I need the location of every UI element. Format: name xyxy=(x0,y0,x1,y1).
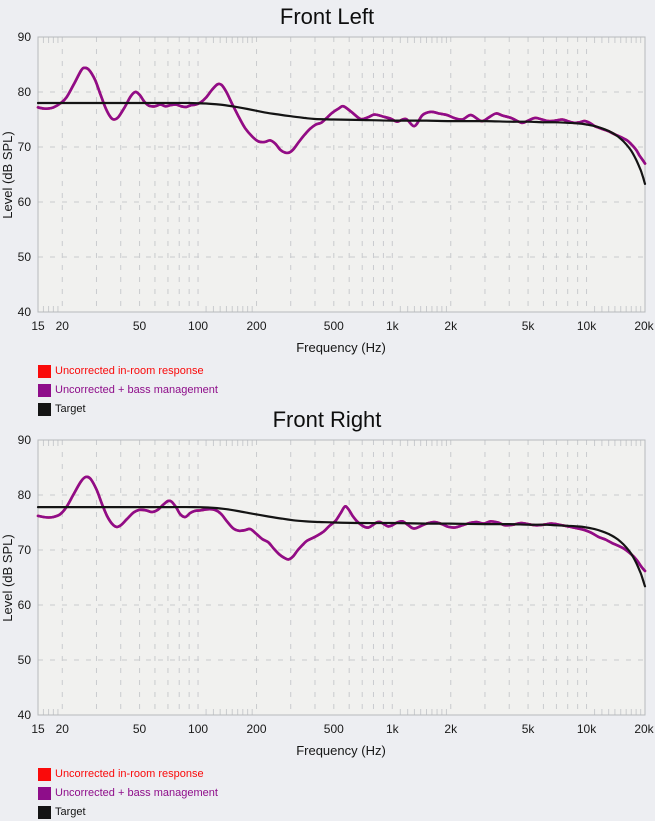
x-tick-label: 100 xyxy=(188,319,208,333)
y-tick-label: 90 xyxy=(18,433,32,447)
x-axis-label: Frequency (Hz) xyxy=(296,340,386,355)
y-tick-label: 80 xyxy=(18,488,32,502)
series-path-bass-management xyxy=(36,66,647,165)
y-axis-label: Level (dB SPL) xyxy=(0,131,15,218)
x-tick-label: 100 xyxy=(188,722,208,736)
legend-label: Uncorrected in-room response xyxy=(55,365,204,377)
x-tick-label: 15 xyxy=(31,722,45,736)
x-tick-label: 200 xyxy=(246,722,266,736)
x-tick-label: 5k xyxy=(522,319,536,333)
legend-item: Uncorrected in-room response xyxy=(38,364,218,378)
y-tick-label: 50 xyxy=(18,250,32,264)
y-axis-label: Level (dB SPL) xyxy=(0,534,15,621)
chart-front-left: 15 20 50 100 200 500 1k 2k 5k 10k 20k405060708090 … xyxy=(0,4,655,355)
x-tick-label: 10k xyxy=(577,319,597,333)
y-tick-label: 70 xyxy=(18,140,32,154)
plot-border xyxy=(37,439,646,716)
x-tick-label: 20k xyxy=(634,319,654,333)
legend-swatch-purple xyxy=(38,786,51,800)
legend-swatch-black xyxy=(38,805,51,819)
legend-label: Target xyxy=(55,806,86,818)
legend-label: Uncorrected + bass management xyxy=(55,384,218,396)
x-tick-label: 10k xyxy=(577,722,597,736)
legend-swatch-red xyxy=(38,767,51,781)
legend-swatch-black xyxy=(38,402,51,416)
legend-front-right: Uncorrected in-room response Uncorrected… xyxy=(38,767,218,821)
x-tick-label: 50 xyxy=(133,722,147,736)
plot-area xyxy=(38,440,645,715)
y-tick-label: 60 xyxy=(18,195,32,209)
x-tick-label: 20 xyxy=(56,722,70,736)
legend-item: Target xyxy=(38,805,218,819)
x-tick-label: 5k xyxy=(522,722,536,736)
legend-label: Uncorrected in-room response xyxy=(55,768,204,780)
plot-area xyxy=(38,37,645,312)
legend-item: Uncorrected + bass management xyxy=(38,786,218,800)
legend-swatch-purple xyxy=(38,383,51,397)
chart-front-right: 15 20 50 100 200 500 1k 2k 5k 10k 20k405060708090 … xyxy=(0,407,655,758)
legend-item: Uncorrected + bass management xyxy=(38,383,218,397)
series-path-target xyxy=(36,101,647,185)
x-tick-label: 20 xyxy=(56,319,70,333)
legend-front-left: Uncorrected in-room response Uncorrected… xyxy=(38,364,218,421)
y-tick-label: 70 xyxy=(18,543,32,557)
y-tick-label: 40 xyxy=(18,305,32,319)
x-tick-label: 50 xyxy=(133,319,147,333)
x-tick-label: 500 xyxy=(324,319,344,333)
x-tick-label: 20k xyxy=(634,722,654,736)
x-tick-label: 200 xyxy=(246,319,266,333)
legend-item: Target xyxy=(38,402,218,416)
x-tick-label: 2k xyxy=(444,722,458,736)
x-tick-label: 1k xyxy=(386,722,400,736)
x-axis-label: Frequency (Hz) xyxy=(296,743,386,758)
y-tick-label: 60 xyxy=(18,598,32,612)
y-tick-label: 40 xyxy=(18,708,32,722)
x-tick-label: 2k xyxy=(444,319,458,333)
plot-border xyxy=(37,36,646,313)
chart-title-front-left: Front Left xyxy=(280,4,374,29)
x-tick-label: 1k xyxy=(386,319,400,333)
legend-label: Uncorrected + bass management xyxy=(55,787,218,799)
y-tick-label: 90 xyxy=(18,30,32,44)
series-path-target xyxy=(36,505,647,588)
legend-item: Uncorrected in-room response xyxy=(38,767,218,781)
x-tick-label: 500 xyxy=(324,722,344,736)
chart-title-front-right: Front Right xyxy=(273,407,382,432)
legend-swatch-red xyxy=(38,364,51,378)
y-tick-label: 80 xyxy=(18,85,32,99)
legend-label: Target xyxy=(55,403,86,415)
y-tick-label: 50 xyxy=(18,653,32,667)
x-tick-label: 15 xyxy=(31,319,45,333)
